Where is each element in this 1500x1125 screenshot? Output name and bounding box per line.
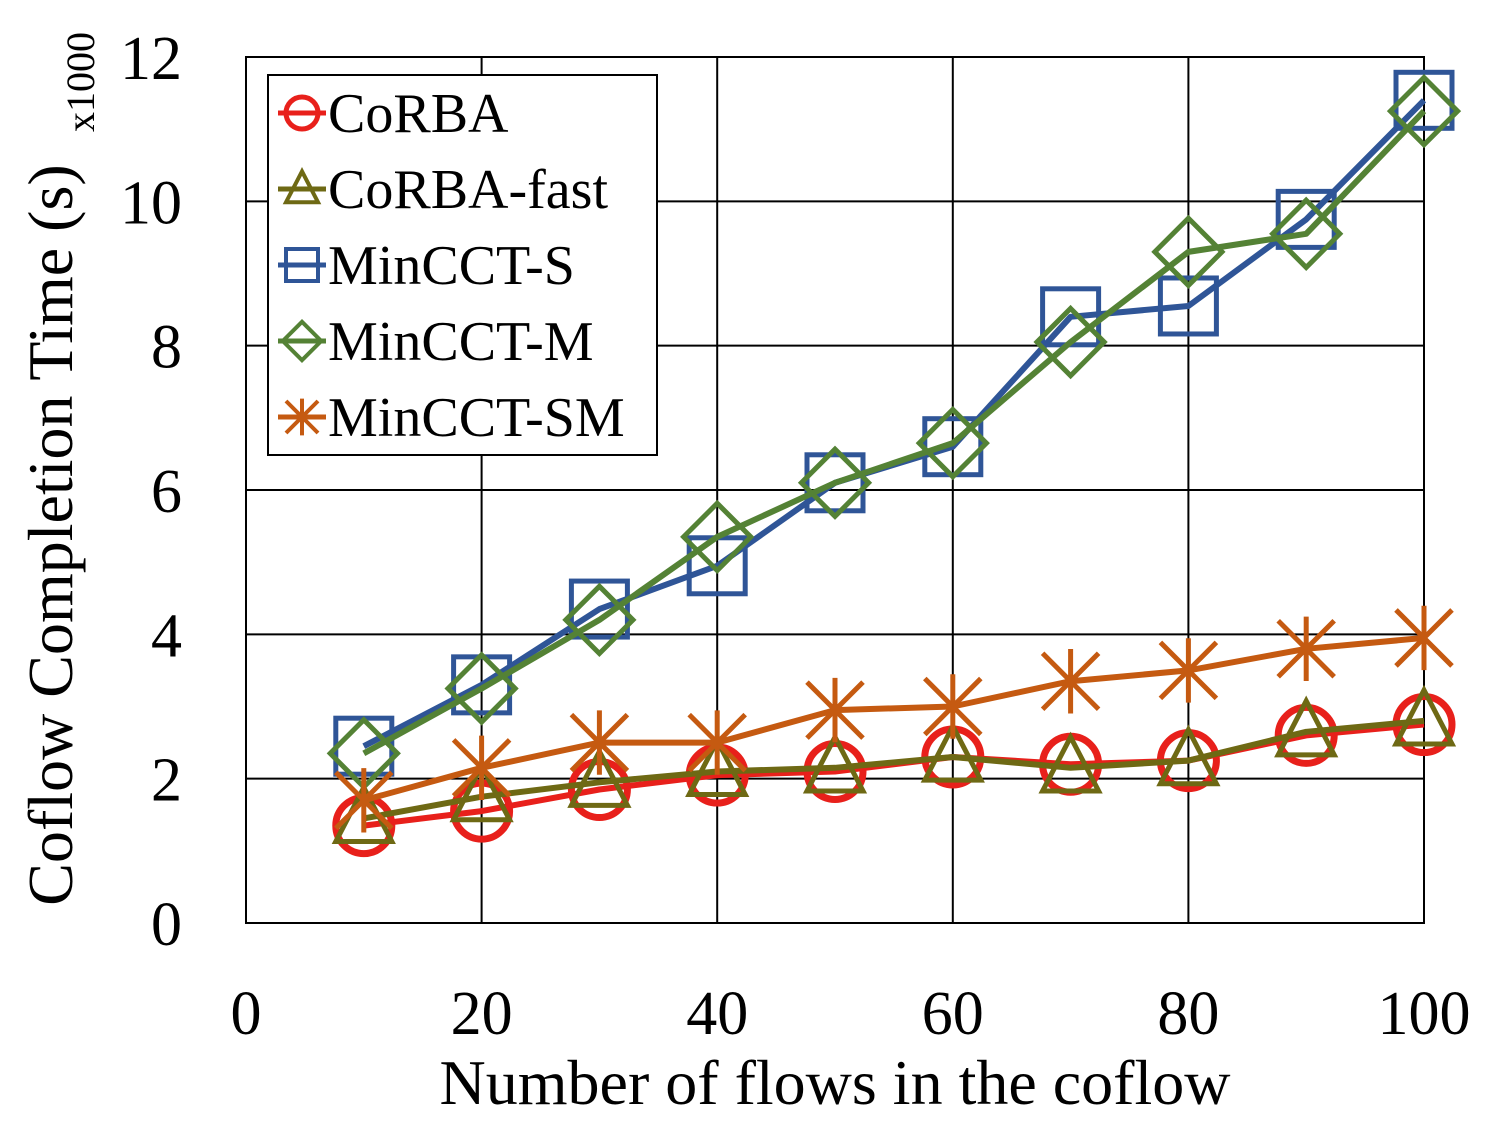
y-tick-label: 6	[151, 458, 182, 526]
data-point-mincct-m	[1151, 214, 1226, 289]
y-axis-ticks: 0 2 4 6 8 10 12	[120, 25, 182, 959]
x-tick-label: 40	[686, 980, 748, 1048]
data-point-mincct-sm	[1276, 616, 1336, 681]
y-tick-label: 4	[151, 602, 182, 670]
data-point-mincct-m	[1269, 196, 1344, 271]
data-point-mincct-sm	[923, 674, 983, 739]
y-axis-scale-note: x1000	[58, 32, 103, 132]
legend-item-mincct-sm: MinCCT-SM	[278, 387, 625, 449]
data-point-mincct-s	[804, 452, 866, 514]
data-point-mincct-m	[680, 499, 755, 575]
legend-item-corba-fast: CoRBA-fast	[278, 159, 608, 221]
legend-label-corba: CoRBA	[328, 83, 509, 145]
x-axis-title: Number of flows in the coflow	[440, 1047, 1231, 1118]
data-point-mincct-sm	[1158, 638, 1219, 703]
data-point-corba-fast	[1156, 724, 1221, 787]
x-tick-label: 80	[1157, 980, 1219, 1048]
legend: CoRBA CoRBA-fast MinCCT-S MinCCT-M MinCCT-SM	[267, 74, 658, 456]
series-mincct-m	[326, 73, 1462, 791]
y-tick-label: 8	[151, 314, 182, 382]
data-point-corba-fast	[920, 720, 985, 783]
series-line-mincct-m	[362, 109, 1427, 757]
legend-box	[267, 74, 658, 456]
data-point-mincct-m	[444, 651, 519, 726]
data-point-mincct-sm	[687, 710, 747, 775]
data-point-corba-fast	[685, 735, 750, 798]
legend-label-mincct-s: MinCCT-S	[328, 235, 575, 297]
legend-label-mincct-sm: MinCCT-SM	[328, 387, 625, 449]
series-mincct-sm	[334, 605, 1454, 833]
data-point-corba-fast	[1391, 684, 1457, 747]
data-point-mincct-sm	[1040, 649, 1101, 714]
x-tick-label: 100	[1378, 980, 1471, 1048]
y-tick-label: 12	[120, 25, 182, 93]
data-point-corba-fast	[802, 731, 868, 794]
x-axis-ticks: 0 20 40 60 80 100	[231, 980, 1471, 1048]
data-point-mincct-s	[1393, 69, 1455, 131]
data-point-corba	[1274, 703, 1338, 767]
plot-area-frame	[245, 56, 1425, 924]
data-point-mincct-m	[915, 405, 990, 481]
data-point-mincct-m	[1386, 73, 1462, 149]
y-tick-label: 10	[120, 169, 182, 237]
x-tick-label: 60	[922, 980, 984, 1048]
data-point-mincct-sm	[451, 735, 512, 801]
legend-item-corba: CoRBA	[278, 83, 509, 145]
legend-marker-mincct-m	[279, 318, 325, 364]
legend-marker-mincct-sm	[284, 398, 320, 436]
y-tick-label: 2	[151, 747, 182, 815]
data-point-corba-fast	[449, 760, 514, 823]
legend-marker-corba	[283, 94, 321, 132]
legend-item-mincct-m: MinCCT-M	[278, 311, 594, 373]
data-point-corba-fast	[567, 746, 632, 808]
legend-label-corba-fast: CoRBA-fast	[328, 159, 608, 221]
y-axis-title: Coflow Completion Time (s)	[15, 164, 86, 905]
series-line-mincct-sm	[363, 634, 1425, 804]
data-point-mincct-m	[1033, 304, 1108, 380]
data-point-corba-fast	[1274, 695, 1339, 758]
data-point-mincct-s	[1157, 275, 1219, 337]
data-point-mincct-sm	[805, 677, 865, 743]
legend-marker-mincct-s	[284, 247, 320, 283]
data-point-corba-fast	[1038, 731, 1103, 794]
x-tick-label: 20	[451, 980, 513, 1048]
data-point-mincct-sm	[569, 710, 630, 775]
legend-marker-corba-fast	[282, 167, 322, 205]
data-point-mincct-sm	[1394, 605, 1454, 671]
data-point-mincct-s	[1275, 188, 1337, 250]
series-line-corba-fast	[363, 717, 1425, 822]
series-corba	[332, 693, 1456, 858]
legend-label-mincct-m: MinCCT-M	[328, 311, 594, 373]
data-point-mincct-s	[568, 578, 630, 640]
y-tick-label: 0	[151, 891, 182, 959]
series-group	[326, 69, 1462, 858]
legend-item-mincct-s: MinCCT-S	[278, 235, 575, 297]
data-point-mincct-m	[797, 445, 873, 520]
data-point-mincct-sm	[334, 768, 394, 833]
data-point-mincct-m	[562, 582, 637, 658]
x-tick-label: 0	[231, 980, 262, 1048]
